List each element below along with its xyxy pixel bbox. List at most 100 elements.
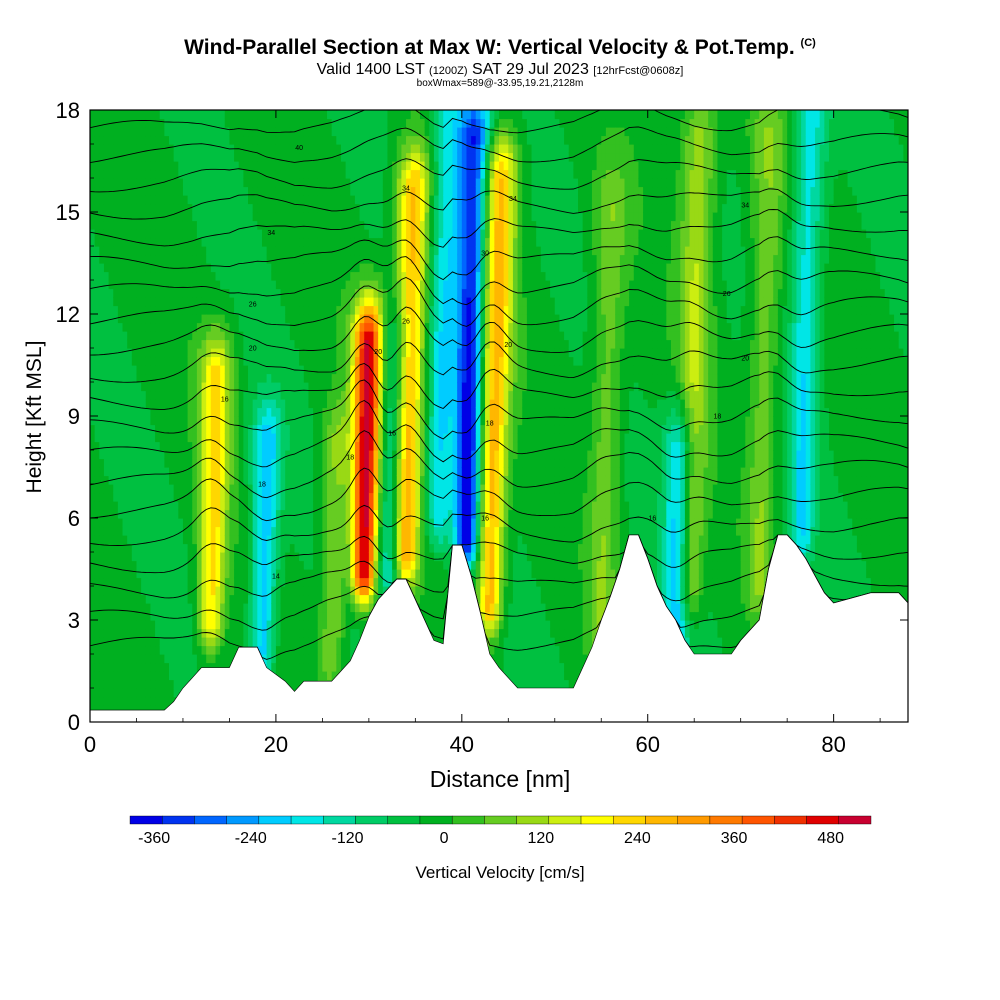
velocity-cell (113, 526, 119, 536)
velocity-cell (220, 280, 226, 290)
velocity-cell (266, 407, 272, 417)
velocity-cell (280, 195, 286, 205)
velocity-cell (257, 178, 263, 188)
velocity-cell (169, 560, 175, 570)
velocity-cell (257, 169, 263, 179)
velocity-cell (150, 679, 156, 689)
velocity-cell (359, 416, 365, 426)
velocity-cell (164, 501, 170, 511)
velocity-cell (90, 611, 96, 621)
velocity-cell (285, 212, 291, 222)
velocity-cell (243, 577, 249, 587)
velocity-cell (201, 144, 207, 154)
velocity-cell (108, 195, 114, 205)
velocity-cell (257, 203, 263, 213)
velocity-cell (271, 628, 277, 638)
velocity-cell (401, 450, 407, 460)
velocity-cell (406, 161, 412, 171)
velocity-cell (122, 671, 128, 681)
velocity-cell (382, 263, 389, 273)
velocity-cell (178, 288, 184, 298)
velocity-cell (127, 110, 133, 120)
velocity-cell (127, 254, 133, 264)
velocity-cell (145, 365, 152, 375)
velocity-cell (90, 467, 96, 477)
velocity-cell (308, 526, 314, 536)
velocity-cell (275, 535, 282, 545)
velocity-cell (317, 390, 323, 400)
velocity-cell (215, 203, 221, 213)
velocity-cell (317, 603, 323, 613)
velocity-cell (131, 246, 138, 256)
velocity-cell (117, 297, 124, 307)
velocity-cell (299, 458, 305, 468)
velocity-cell (340, 637, 347, 647)
velocity-cell (266, 314, 272, 324)
velocity-cell (127, 637, 133, 647)
velocity-cell (94, 543, 100, 553)
velocity-cell (178, 679, 184, 689)
velocity-cell (206, 169, 212, 179)
velocity-cell (294, 535, 300, 545)
velocity-cell (145, 390, 152, 400)
velocity-cell (238, 144, 244, 154)
velocity-cell (392, 288, 398, 298)
velocity-cell (206, 450, 212, 460)
velocity-cell (285, 458, 291, 468)
velocity-cell (187, 645, 193, 655)
velocity-cell (141, 237, 147, 247)
velocity-cell (169, 127, 175, 137)
velocity-cell (113, 365, 119, 375)
velocity-cell (122, 407, 128, 417)
velocity-cell (215, 441, 221, 451)
velocity-cell (173, 254, 179, 264)
velocity-cell (248, 212, 254, 222)
velocity-cell (354, 178, 361, 188)
velocity-cell (127, 577, 133, 587)
velocity-cell (252, 254, 258, 264)
velocity-cell (145, 161, 152, 171)
velocity-cell (243, 560, 249, 570)
velocity-cell (275, 186, 282, 196)
velocity-cell (266, 458, 272, 468)
velocity-cell (187, 144, 193, 154)
velocity-cell (280, 603, 286, 613)
velocity-cell (196, 297, 203, 307)
velocity-cell (308, 458, 314, 468)
velocity-cell (206, 620, 212, 630)
velocity-cell (224, 356, 231, 366)
velocity-cell (238, 212, 244, 222)
velocity-cell (122, 314, 128, 324)
velocity-cell (117, 288, 124, 298)
velocity-cell (257, 339, 263, 349)
velocity-cell (117, 705, 124, 715)
velocity-cell (113, 322, 119, 332)
velocity-cell (136, 305, 142, 315)
velocity-cell (215, 492, 221, 502)
velocity-cell (173, 322, 179, 332)
velocity-cell (182, 611, 189, 621)
velocity-cell (336, 280, 342, 290)
velocity-cell (350, 577, 356, 587)
velocity-cell (336, 416, 342, 426)
velocity-cell (150, 322, 156, 332)
velocity-cell (99, 144, 105, 154)
velocity-cell (99, 492, 105, 502)
velocity-cell (280, 322, 286, 332)
velocity-cell (378, 407, 384, 417)
velocity-cell (406, 390, 412, 400)
velocity-cell (299, 450, 305, 460)
velocity-cell (243, 390, 249, 400)
velocity-cell (373, 127, 379, 137)
velocity-cell (322, 535, 328, 545)
velocity-cell (313, 569, 319, 579)
velocity-cell (373, 280, 379, 290)
velocity-cell (192, 271, 198, 281)
velocity-cell (275, 373, 282, 383)
velocity-cell (406, 365, 412, 375)
velocity-cell (289, 628, 296, 638)
velocity-cell (359, 543, 365, 553)
velocity-cell (396, 127, 402, 137)
velocity-cell (234, 246, 240, 256)
velocity-cell (234, 611, 240, 621)
